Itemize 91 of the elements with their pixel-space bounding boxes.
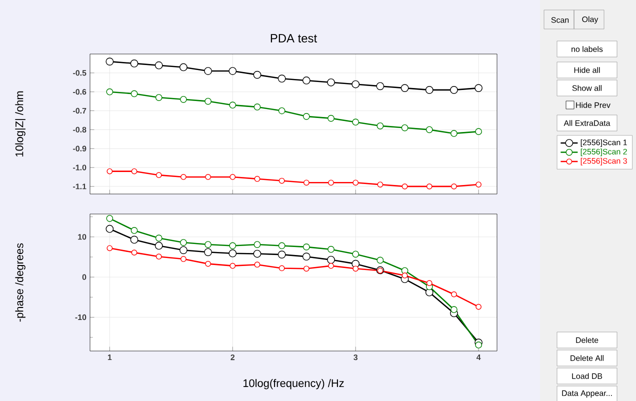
point (106, 245, 113, 252)
point (180, 256, 186, 262)
y-axis-title: 10log|Z| /ohm (15, 91, 26, 156)
point (400, 84, 409, 92)
point (156, 172, 162, 178)
point (106, 224, 114, 233)
point (451, 183, 457, 190)
point (278, 265, 285, 272)
point (230, 174, 236, 180)
point (278, 242, 286, 250)
point (154, 242, 163, 250)
point (229, 242, 236, 250)
point (426, 280, 432, 286)
point (450, 130, 458, 137)
point (426, 126, 433, 134)
point (106, 168, 113, 174)
point (475, 128, 482, 135)
point (401, 124, 408, 132)
point (278, 107, 286, 114)
point (253, 70, 262, 79)
point (278, 178, 285, 184)
point (204, 98, 212, 105)
point (130, 60, 138, 68)
point (302, 76, 310, 84)
point (302, 244, 310, 250)
point (205, 174, 211, 180)
point (278, 74, 286, 83)
point (328, 114, 334, 122)
point (228, 67, 237, 75)
point (376, 122, 384, 130)
point (450, 306, 458, 314)
point (302, 252, 310, 261)
point (352, 80, 360, 88)
point (475, 342, 482, 348)
point (205, 260, 211, 267)
point (204, 248, 212, 256)
point (204, 241, 212, 248)
point (402, 272, 408, 278)
point (328, 246, 334, 253)
point (476, 182, 482, 188)
point (402, 183, 408, 190)
point (106, 88, 114, 96)
point (352, 180, 359, 186)
point (450, 86, 458, 94)
point (154, 61, 163, 70)
point (106, 214, 114, 222)
point (451, 291, 457, 298)
point (254, 262, 260, 268)
point (230, 262, 236, 269)
point (425, 86, 434, 94)
point (303, 266, 310, 272)
point (303, 180, 310, 186)
point (328, 262, 334, 269)
point (131, 250, 138, 256)
point (352, 266, 359, 272)
point (377, 182, 384, 188)
chart-title: PDA test (270, 34, 317, 42)
point (180, 246, 188, 254)
point (229, 102, 236, 109)
point (327, 256, 335, 264)
point (327, 78, 335, 86)
x-axis-title: 10log(frequency) /Hz (243, 379, 344, 390)
point (131, 168, 138, 174)
point (254, 176, 260, 182)
point (156, 254, 162, 260)
point (352, 118, 360, 126)
point (180, 96, 187, 103)
point (204, 67, 212, 75)
point (130, 90, 138, 98)
point (376, 256, 384, 264)
point (278, 250, 286, 259)
point (253, 250, 262, 258)
point (155, 94, 162, 101)
point (474, 84, 482, 92)
point (302, 112, 310, 120)
point (254, 241, 261, 248)
point (180, 63, 188, 72)
point (254, 104, 261, 110)
point (130, 236, 138, 244)
point (352, 250, 360, 258)
point (155, 234, 162, 242)
point (180, 239, 187, 246)
point (328, 180, 334, 186)
point (130, 227, 138, 234)
y-axis-title: -phase /degrees (15, 243, 26, 322)
point (476, 304, 482, 310)
point (180, 174, 186, 180)
point (106, 58, 114, 66)
point (228, 249, 237, 258)
point (426, 183, 432, 190)
point (376, 82, 384, 90)
